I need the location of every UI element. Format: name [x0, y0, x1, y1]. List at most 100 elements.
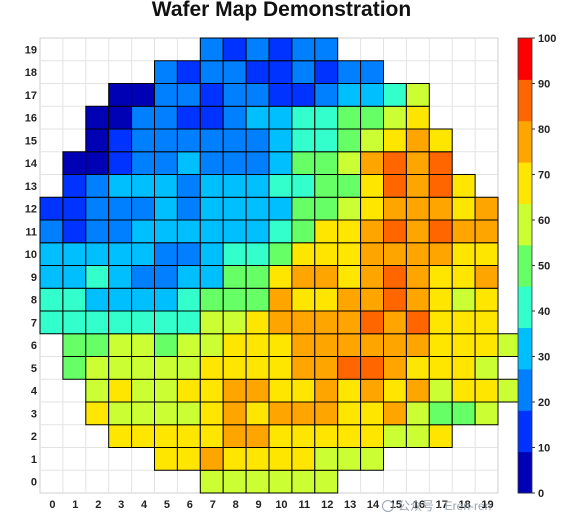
wafer-cell [497, 378, 522, 403]
wafer-cell [62, 356, 87, 380]
wafer-cell [314, 83, 339, 107]
wafer-cell [428, 128, 453, 153]
wafer-cell [291, 469, 316, 494]
wafer-cell [314, 196, 339, 221]
wafer-cell [245, 60, 270, 84]
colorbar-segment [518, 410, 532, 453]
wafer-cell [108, 83, 133, 107]
x-tick-label: 11 [299, 499, 311, 511]
y-tick-label: 15 [25, 135, 37, 147]
wafer-cell [85, 265, 110, 289]
y-tick-label: 10 [25, 249, 37, 261]
wafer-cell [154, 424, 178, 448]
wafer-cell [360, 105, 385, 130]
colorbar-segment [518, 203, 532, 246]
wafer-cell [383, 151, 407, 175]
wafer-cell [268, 37, 293, 62]
wafer-cell [85, 378, 110, 403]
wafer-cell [154, 447, 178, 471]
wafer-cell [245, 265, 270, 289]
wafer-cell [85, 310, 110, 335]
x-tick-label: 17 [436, 499, 448, 511]
wafer-cell [85, 333, 110, 357]
wafer-cell [383, 242, 407, 266]
wafer-cell [360, 447, 385, 471]
wafer-cell [360, 333, 385, 357]
x-tick-label: 18 [459, 499, 471, 511]
wafer-cell [314, 447, 339, 471]
wafer-cell [383, 196, 407, 221]
wafer-cell [154, 242, 178, 266]
colorbar-tick-label: 50 [538, 261, 550, 273]
wafer-cell [222, 333, 247, 357]
wafer-cell [222, 265, 247, 289]
wafer-cell [245, 174, 270, 198]
wafer-cell [360, 219, 385, 244]
x-tick-label: 16 [413, 499, 425, 511]
wafer-cell [108, 310, 133, 335]
wafer-cell [131, 310, 156, 335]
wafer-cell [268, 333, 293, 357]
x-tick-label: 10 [275, 499, 287, 511]
wafer-cell [405, 219, 430, 244]
chart-title: Wafer Map Demonstration [151, 0, 412, 21]
wafer-cell [222, 60, 247, 84]
wafer-cell [108, 333, 133, 357]
wafer-cell [383, 356, 407, 380]
wafer-cell [222, 469, 247, 494]
wafer-cell [199, 60, 224, 84]
wafer-cell [383, 174, 407, 198]
y-tick-label: 0 [31, 477, 37, 489]
wafer-cell [62, 242, 87, 266]
y-tick-label: 8 [31, 295, 37, 307]
wafer-cell [337, 83, 362, 107]
wafer-cell [222, 447, 247, 471]
wafer-cell [360, 196, 385, 221]
wafer-cell [85, 196, 110, 221]
wafer-cell [108, 128, 133, 153]
wafer-cell [62, 333, 87, 357]
wafer-cell [360, 401, 385, 426]
wafer-cell [474, 310, 499, 335]
x-tick-label: 5 [164, 499, 170, 511]
x-tick-label: 13 [344, 499, 356, 511]
wafer-cell [337, 151, 362, 175]
x-tick-label: 6 [187, 499, 193, 511]
wafer-cell [245, 310, 270, 335]
wafer-cell [291, 401, 316, 426]
wafer-cell [199, 310, 224, 335]
wafer-cell [337, 219, 362, 244]
wafer-cell [474, 401, 499, 426]
wafer-cell [337, 310, 362, 335]
colorbar-segment [518, 244, 532, 287]
wafer-cell [131, 378, 156, 403]
wafer-cell [131, 287, 156, 312]
wafer-cell [428, 242, 453, 266]
colorbar-tick-label: 40 [538, 306, 550, 318]
wafer-cell [39, 310, 64, 335]
wafer-cell [428, 333, 453, 357]
wafer-cell [268, 310, 293, 335]
wafer-cell [199, 37, 224, 62]
wafer-cell [62, 310, 87, 335]
wafer-cell [199, 196, 224, 221]
wafer-cell [268, 447, 293, 471]
wafer-cell [131, 196, 156, 221]
wafer-cell [108, 219, 133, 244]
wafer-cell [474, 219, 499, 244]
wafer-cell [314, 401, 339, 426]
wafer-cell [405, 310, 430, 335]
wafer-cell [268, 151, 293, 175]
wafer-cell [360, 242, 385, 266]
wafer-cell [39, 242, 64, 266]
wafer-cell [245, 287, 270, 312]
wafer-cell [314, 310, 339, 335]
colorbar-tick-label: 20 [538, 397, 550, 409]
wafer-cell [85, 287, 110, 312]
wafer-cell [383, 378, 407, 403]
wafer-cell [222, 424, 247, 448]
wafer-cell [451, 401, 476, 426]
wafer-cell [176, 60, 201, 84]
y-tick-label: 17 [25, 90, 37, 102]
wafer-cell [199, 265, 224, 289]
